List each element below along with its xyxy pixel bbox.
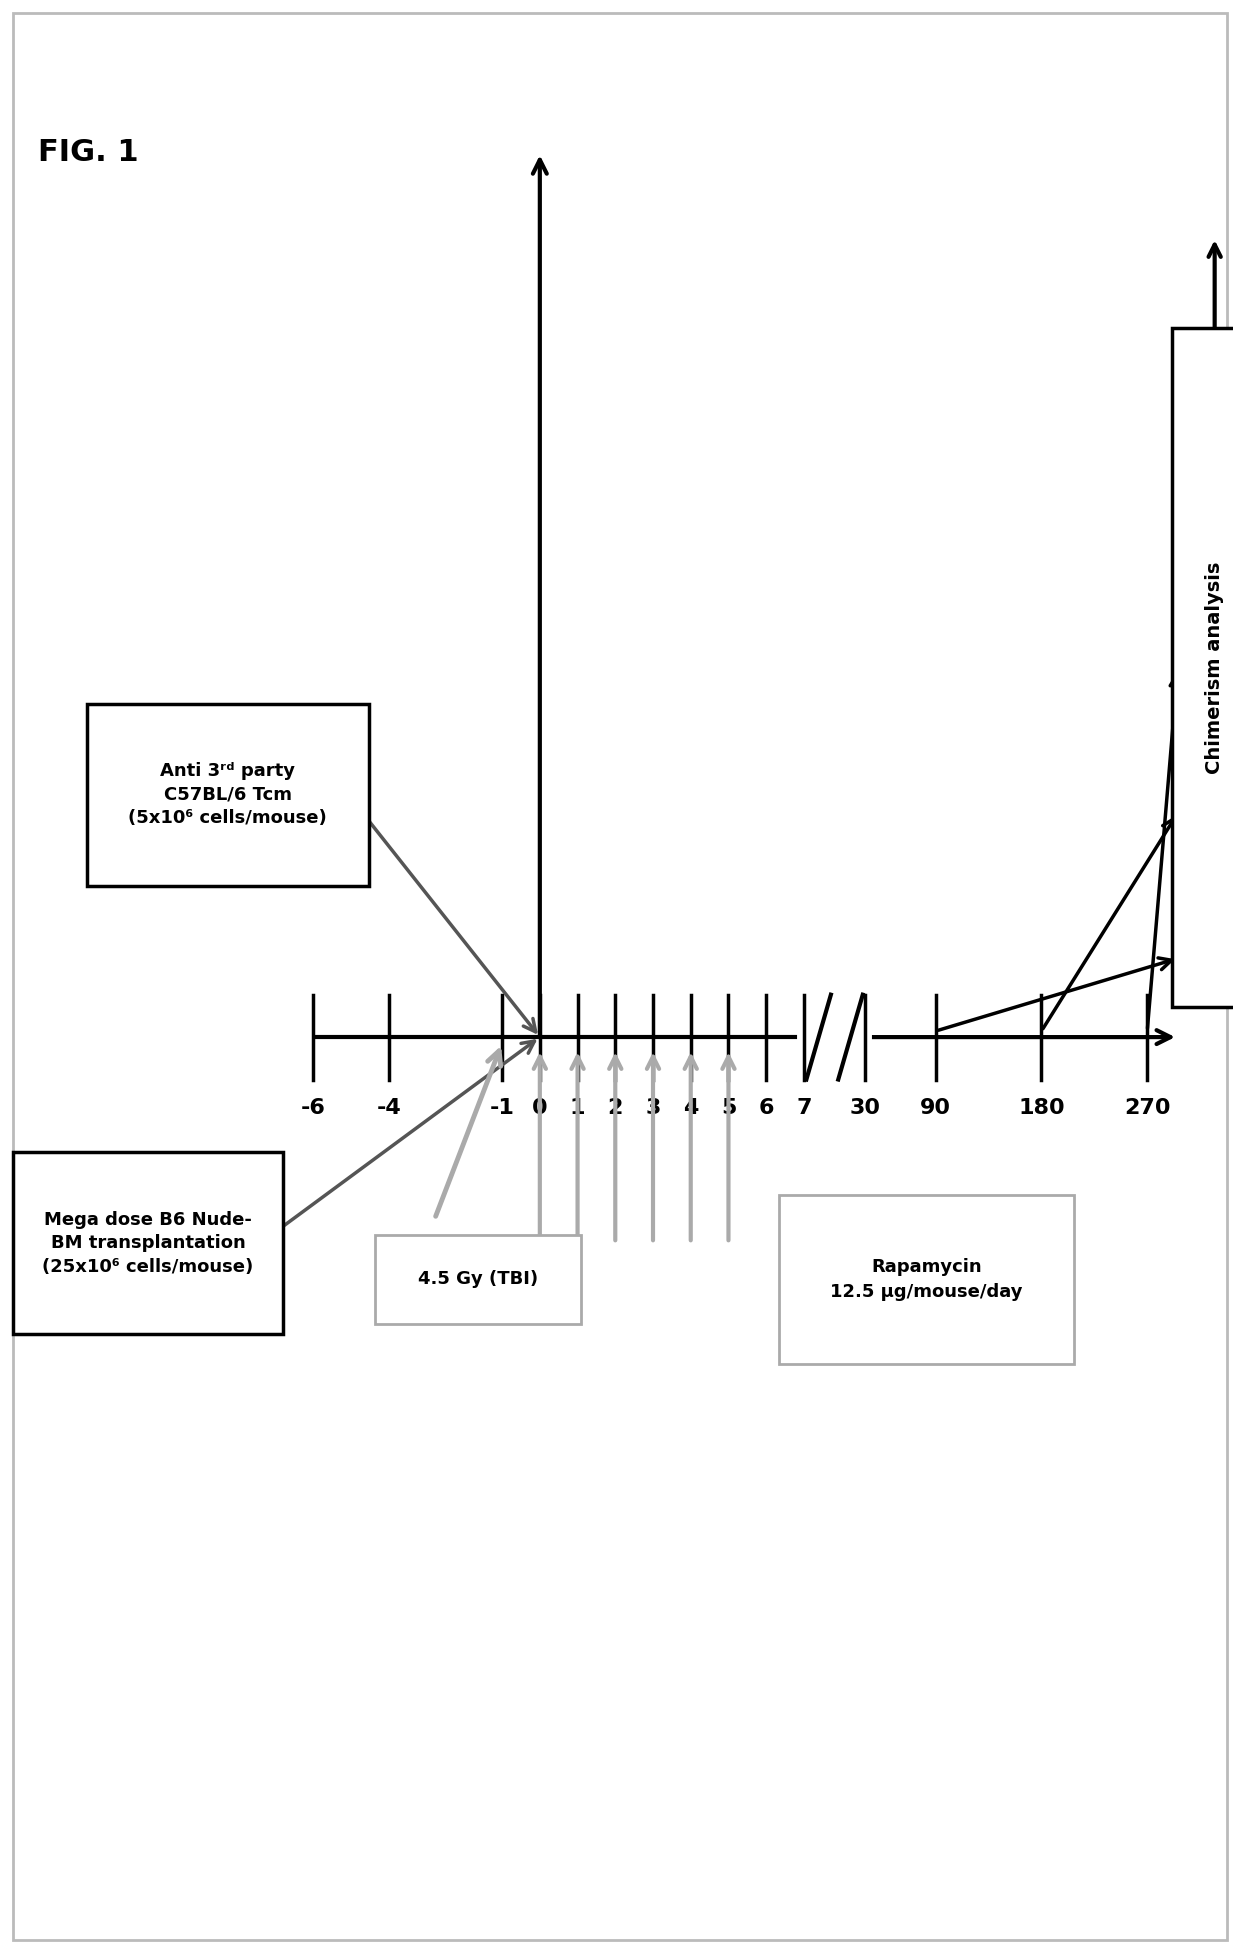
Text: 4: 4	[683, 1098, 698, 1117]
Text: -6: -6	[301, 1098, 326, 1117]
Text: 180: 180	[1018, 1098, 1065, 1117]
Text: 7: 7	[796, 1098, 812, 1117]
Text: 3: 3	[645, 1098, 661, 1117]
Text: -1: -1	[490, 1098, 515, 1117]
FancyBboxPatch shape	[374, 1234, 580, 1324]
FancyBboxPatch shape	[1172, 328, 1240, 1008]
FancyBboxPatch shape	[14, 1152, 283, 1334]
Text: Anti 3ʳᵈ party
C57BL/6 Tcm
(5x10⁶ cells/mouse): Anti 3ʳᵈ party C57BL/6 Tcm (5x10⁶ cells/…	[128, 762, 327, 828]
Text: 30: 30	[849, 1098, 880, 1117]
Text: 6: 6	[759, 1098, 774, 1117]
Text: 1: 1	[570, 1098, 585, 1117]
FancyBboxPatch shape	[780, 1195, 1074, 1365]
FancyBboxPatch shape	[87, 703, 368, 885]
Text: 270: 270	[1123, 1098, 1171, 1117]
Text: Chimerism analysis: Chimerism analysis	[1205, 561, 1224, 773]
Text: 2: 2	[608, 1098, 622, 1117]
Text: -4: -4	[377, 1098, 402, 1117]
Text: 4.5 Gy (TBI): 4.5 Gy (TBI)	[418, 1271, 538, 1289]
Text: 0: 0	[532, 1098, 548, 1117]
Text: Rapamycin
12.5 μg/mouse/day: Rapamycin 12.5 μg/mouse/day	[831, 1258, 1023, 1301]
Text: 5: 5	[720, 1098, 737, 1117]
Text: FIG. 1: FIG. 1	[37, 139, 138, 166]
Text: Mega dose B6 Nude-
BM transplantation
(25x10⁶ cells/mouse): Mega dose B6 Nude- BM transplantation (2…	[42, 1211, 253, 1275]
Text: 90: 90	[920, 1098, 951, 1117]
